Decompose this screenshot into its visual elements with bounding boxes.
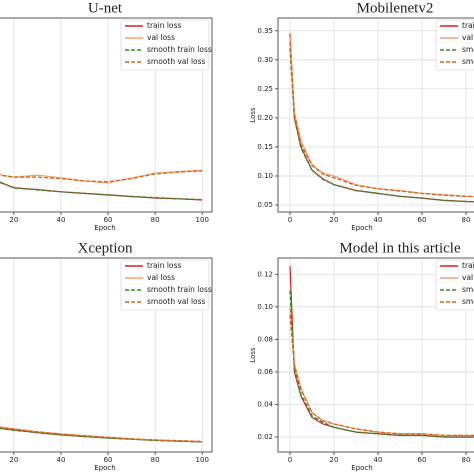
legend-label: smooth train loss (462, 285, 474, 294)
chart-title: Mobilenetv2 (357, 0, 434, 16)
loss-line (289, 314, 474, 437)
y-tick-label: 0.05 (257, 201, 273, 209)
chart-title: U-net (88, 0, 123, 16)
y-tick-label: 0.12 (257, 270, 273, 278)
x-tick-label: 40 (374, 456, 383, 464)
chart-title: Model in this article (339, 240, 461, 256)
axes-frame (277, 17, 474, 213)
legend-label: smooth val loss (147, 297, 206, 306)
loss-line (0, 170, 203, 183)
axes-frame (0, 17, 213, 213)
x-tick-label: 60 (418, 216, 427, 224)
legend-label: smooth val loss (462, 297, 474, 306)
legend-box (435, 19, 474, 71)
y-tick-label: 0.10 (257, 303, 273, 311)
y-tick-label: 0.35 (257, 27, 273, 35)
y-tick-label: 0.02 (257, 433, 273, 441)
x-tick-label: 100 (196, 216, 209, 224)
y-tick-label: 0.20 (257, 114, 273, 122)
x-tick-label: 40 (56, 216, 65, 224)
y-tick-label: 0.08 (257, 335, 273, 343)
legend-box (120, 259, 210, 311)
legend-box (120, 19, 210, 71)
legend-label: val loss (147, 273, 175, 282)
loss-line (0, 181, 203, 201)
x-axis-label: Epoch (351, 464, 372, 472)
x-axis-label: Epoch (94, 464, 115, 472)
loss-line (289, 48, 474, 203)
axes-frame (0, 257, 213, 453)
y-axis-label: Loss (249, 107, 257, 123)
x-tick-label: 20 (330, 216, 339, 224)
loss-line (0, 181, 203, 201)
x-tick-label: 80 (462, 456, 471, 464)
x-tick-label: 80 (151, 216, 160, 224)
legend-label: smooth train loss (147, 285, 212, 294)
legend-box (435, 259, 474, 311)
axes-frame (277, 257, 474, 453)
y-tick-label: 0.15 (257, 143, 273, 151)
x-tick-label: 20 (330, 456, 339, 464)
y-axis-label: Loss (249, 347, 257, 363)
x-tick-label: 40 (374, 216, 383, 224)
x-axis-label: Epoch (351, 224, 372, 232)
loss-line (0, 169, 203, 184)
x-tick-label: 20 (9, 456, 18, 464)
x-tick-label: 80 (151, 456, 160, 464)
legend-label: smooth train loss (147, 45, 212, 54)
y-tick-label: 0.10 (257, 172, 273, 180)
y-tick-label: 0.30 (257, 56, 273, 64)
y-tick-label: 0.06 (257, 368, 273, 376)
x-tick-label: 60 (104, 456, 113, 464)
loss-line (289, 42, 474, 198)
legend-label: train loss (147, 21, 181, 30)
legend-label: smooth val loss (147, 57, 206, 66)
loss-line (0, 427, 203, 443)
y-tick-label: 0.04 (257, 400, 273, 408)
legend-label: val loss (462, 273, 474, 282)
x-axis-label: Epoch (94, 224, 115, 232)
legend-label: val loss (462, 33, 474, 42)
legend-label: val loss (147, 33, 175, 42)
x-tick-label: 40 (56, 456, 65, 464)
legend-label: smooth val loss (462, 57, 474, 66)
chart-title: Xception (78, 240, 133, 256)
loss-line (289, 290, 474, 438)
x-tick-label: 0 (288, 456, 292, 464)
x-tick-label: 80 (462, 216, 471, 224)
x-tick-label: 0 (288, 216, 292, 224)
x-tick-label: 60 (418, 456, 427, 464)
x-tick-label: 20 (9, 216, 18, 224)
loss-line (289, 306, 474, 436)
legend-label: train loss (462, 21, 474, 30)
x-tick-label: 100 (196, 456, 209, 464)
loss-line (0, 426, 203, 443)
legend-label: smooth train loss (462, 45, 474, 54)
y-tick-label: 0.25 (257, 85, 273, 93)
legend-label: train loss (462, 261, 474, 270)
legend-label: train loss (147, 261, 181, 270)
x-tick-label: 60 (104, 216, 113, 224)
